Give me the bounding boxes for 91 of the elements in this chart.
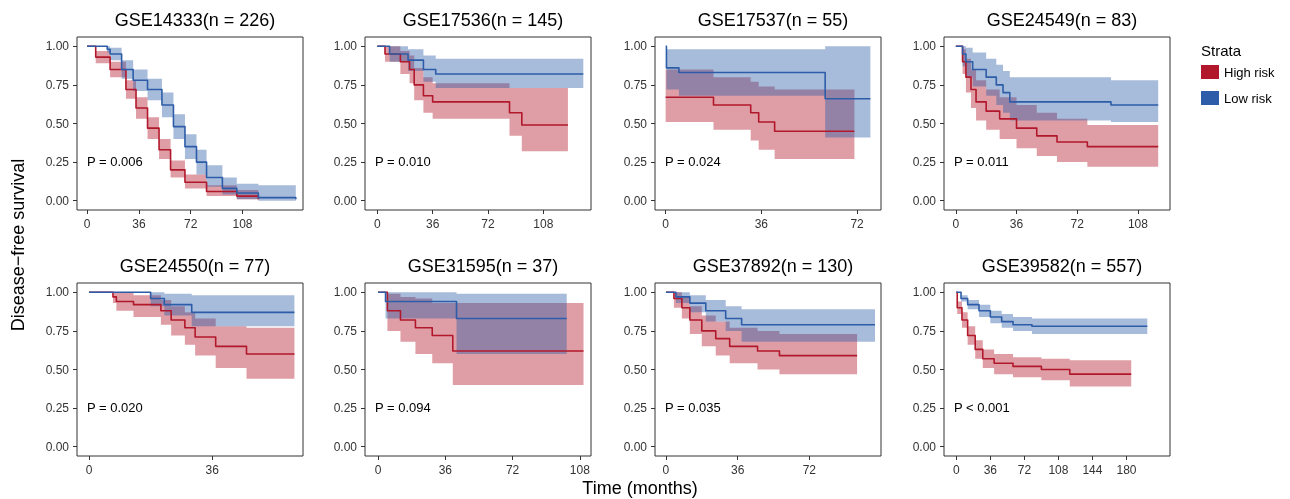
y-tick-label: 0.25 <box>333 401 358 416</box>
chart-title: GSE24549(n = 83) <box>986 10 1138 30</box>
x-tick-label: 0 <box>373 217 381 231</box>
y-tick-label: 0.00 <box>912 439 937 454</box>
x-tick-label: 0 <box>662 463 670 477</box>
y-tick-label: 0.25 <box>623 401 648 416</box>
y-tick-label: 0.50 <box>45 362 70 377</box>
y-tick-label: 1.00 <box>623 285 648 300</box>
x-tick-label: 36 <box>754 217 769 231</box>
x-tick-label: 108 <box>1127 217 1149 231</box>
y-tick-label: 0.50 <box>912 362 937 377</box>
y-tick-label: 0.75 <box>45 323 70 338</box>
x-tick-label: 108 <box>569 463 591 477</box>
y-tick-label: 0.00 <box>333 439 358 454</box>
y-tick-label: 1.00 <box>45 39 70 54</box>
annotation: P = 0.010 <box>375 154 431 169</box>
y-tick-label: 0.50 <box>623 362 648 377</box>
chart-title: GSE24550(n = 77) <box>119 256 271 276</box>
x-tick-label: 72 <box>505 463 520 477</box>
x-tick-label: 0 <box>952 217 960 231</box>
y-tick-label: 0.50 <box>45 116 70 131</box>
x-tick-label: 0 <box>83 217 91 231</box>
annotation: P = 0.011 <box>954 154 1009 169</box>
x-tick-label: 36 <box>438 463 453 477</box>
x-tick-label: 36 <box>132 217 146 231</box>
y-tick-label: 0.25 <box>45 401 70 416</box>
y-tick-label: 0.75 <box>45 77 70 92</box>
x-tick-label: 36 <box>425 217 440 231</box>
annotation: P = 0.024 <box>665 154 721 169</box>
chart-title: GSE37892(n = 130) <box>692 256 854 276</box>
y-tick-label: 0.00 <box>45 193 70 208</box>
chart-title: GSE39582(n = 557) <box>981 256 1143 276</box>
x-tick-label: 0 <box>85 463 93 477</box>
y-tick-label: 0.50 <box>333 116 358 131</box>
x-tick-label: 36 <box>1009 217 1024 231</box>
chart-title: GSE17536(n = 145) <box>402 10 564 30</box>
x-tick-label: 108 <box>1048 463 1069 477</box>
chart-title: GSE14333(n = 226) <box>114 10 276 30</box>
y-tick-label: 1.00 <box>623 39 648 54</box>
y-tick-label: 1.00 <box>333 285 358 300</box>
x-tick-label: 0 <box>374 463 382 477</box>
y-tick-label: 1.00 <box>45 285 70 300</box>
x-tick-label: 72 <box>184 217 198 231</box>
y-tick-label: 0.50 <box>333 362 358 377</box>
y-tick-label: 1.00 <box>333 39 358 54</box>
y-tick-label: 1.00 <box>912 285 937 300</box>
y-tick-label: 0.00 <box>45 439 70 454</box>
y-tick-label: 0.50 <box>912 116 937 131</box>
legend-title: Strata <box>1201 42 1242 59</box>
y-tick-label: 0.25 <box>912 155 937 170</box>
y-axis-title: Disease−free survival <box>7 158 29 332</box>
x-tick-label: 0 <box>952 463 960 477</box>
y-tick-label: 0.75 <box>623 77 648 92</box>
y-tick-label: 0.75 <box>912 77 937 92</box>
x-tick-label: 108 <box>232 217 253 231</box>
x-tick-label: 36 <box>730 463 745 477</box>
chart-title: GSE17537(n = 55) <box>697 10 849 30</box>
y-tick-label: 0.75 <box>333 323 358 338</box>
y-tick-label: 0.75 <box>333 77 358 92</box>
y-tick-label: 0.00 <box>623 193 648 208</box>
annotation: P = 0.006 <box>87 154 143 169</box>
x-tick-label: 36 <box>205 463 220 477</box>
annotation: P = 0.020 <box>87 400 143 415</box>
y-tick-label: 0.00 <box>333 193 358 208</box>
y-tick-label: 0.00 <box>623 439 648 454</box>
x-tick-label: 72 <box>1017 463 1032 477</box>
y-tick-label: 0.25 <box>45 155 70 170</box>
y-tick-label: 0.00 <box>912 193 937 208</box>
legend-label: Low risk <box>1224 90 1273 106</box>
x-axis-title: Time (months) <box>582 478 698 499</box>
x-tick-label: 144 <box>1082 463 1103 477</box>
y-tick-label: 0.75 <box>912 323 937 338</box>
y-tick-label: 0.25 <box>333 155 358 170</box>
x-tick-label: 72 <box>1070 217 1085 231</box>
x-tick-label: 180 <box>1116 463 1137 477</box>
legend-label: High risk <box>1224 64 1276 80</box>
y-tick-label: 0.25 <box>623 155 648 170</box>
y-tick-label: 0.25 <box>912 401 937 416</box>
annotation: P < 0.001 <box>954 400 1010 415</box>
x-tick-label: 72 <box>850 217 865 231</box>
x-tick-label: 72 <box>802 463 817 477</box>
x-tick-label: 0 <box>662 217 670 231</box>
x-tick-label: 36 <box>983 463 998 477</box>
chart-title: GSE31595(n = 37) <box>407 256 559 276</box>
x-tick-label: 72 <box>481 217 495 231</box>
y-tick-label: 1.00 <box>912 39 937 54</box>
annotation: P = 0.094 <box>375 400 431 415</box>
x-tick-label: 108 <box>533 217 554 231</box>
y-tick-label: 0.50 <box>623 116 648 131</box>
annotation: P = 0.035 <box>665 400 721 415</box>
y-tick-label: 0.75 <box>623 323 648 338</box>
